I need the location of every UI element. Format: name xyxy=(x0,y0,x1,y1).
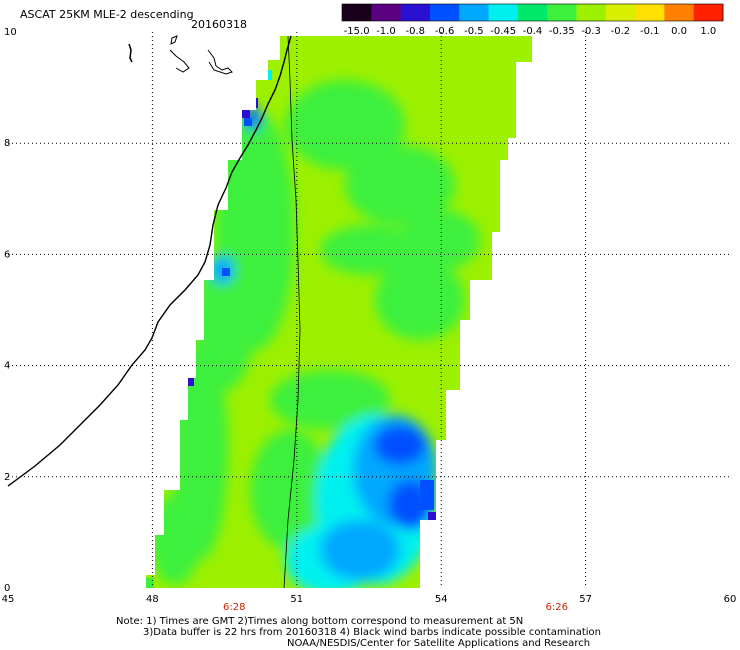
longitude-tick-label: 60 xyxy=(724,594,737,605)
colorbar-label: -0.1 xyxy=(640,26,660,37)
field-cell xyxy=(266,70,272,80)
coastline xyxy=(7,35,301,589)
island-north xyxy=(170,35,178,45)
time-labels: 6:28 6:26 xyxy=(223,602,568,613)
colorbar-frame xyxy=(341,3,724,22)
field-cell xyxy=(186,378,194,386)
colorbar-label: -0.45 xyxy=(490,26,516,37)
field-patch xyxy=(345,145,455,225)
colorbar-label: 1.0 xyxy=(700,26,716,37)
colorbar-segment xyxy=(664,4,695,21)
colorbar-label: -0.4 xyxy=(523,26,543,37)
field-cell xyxy=(428,512,436,524)
field-patch xyxy=(250,430,330,550)
field-cell xyxy=(420,480,434,510)
longitude-tick-label: 54 xyxy=(435,594,448,605)
footnote-line-1: Note: 1) Times are GMT 2)Times along bot… xyxy=(116,616,524,627)
colorbar-label: -15.0 xyxy=(344,26,370,37)
colorbar-segment xyxy=(400,4,431,21)
longitude-tick-label: 57 xyxy=(579,594,592,605)
latitude-tick-label: 10 xyxy=(4,27,17,38)
colorbar-segment xyxy=(605,4,636,21)
colorbar-label: 0.0 xyxy=(671,26,687,37)
longitude-tick-label: 48 xyxy=(146,594,159,605)
lat-lon-grid xyxy=(8,32,730,588)
island-west xyxy=(128,43,133,63)
product-date: 20160318 xyxy=(191,18,247,31)
time-label: 6:28 xyxy=(223,602,245,613)
colorbar-segment xyxy=(459,4,490,21)
field-patch xyxy=(150,495,200,585)
field-cell xyxy=(244,118,252,126)
colorbar-segment xyxy=(547,4,577,21)
latitude-tick-label: 6 xyxy=(4,249,10,260)
field-patch xyxy=(270,370,390,430)
colorbar-segment xyxy=(371,4,402,21)
field-patch xyxy=(374,425,426,465)
field-patch xyxy=(320,520,400,580)
colorbar-segment xyxy=(576,4,607,21)
colorbar-segment xyxy=(693,4,724,21)
colorbar-label: -0.6 xyxy=(435,26,455,37)
field-patch xyxy=(320,225,420,275)
latitude-tick-label: 2 xyxy=(4,472,10,483)
colorbar-segment xyxy=(342,4,372,21)
longitude-tick-label: 45 xyxy=(2,594,15,605)
field-patch xyxy=(375,260,465,340)
product-title: ASCAT 25KM MLE-2 descending xyxy=(20,8,194,21)
colorbar: -15.0 -1.0 -0.8 -0.6 -0.5 -0.45 -0.4 -0.35 -0.3-… xyxy=(341,3,724,37)
field-cell xyxy=(146,578,154,588)
time-label: 6:26 xyxy=(545,602,567,613)
footnote-line-2: 3)Data buffer is 22 hrs from 20160318 4)… xyxy=(143,627,601,638)
field-cell xyxy=(222,268,230,276)
colorbar-segment xyxy=(635,4,665,21)
colorbar-segment xyxy=(517,4,548,21)
colorbar-label: -1.0 xyxy=(376,26,396,37)
colorbar-label: -0.3 xyxy=(581,26,601,37)
colorbar-label: -0.8 xyxy=(406,26,426,37)
colorbar-segment xyxy=(488,4,519,21)
island-central xyxy=(169,49,190,73)
field-cell xyxy=(242,110,250,118)
colorbar-label: -0.5 xyxy=(464,26,484,37)
latitude-tick-label: 4 xyxy=(4,361,10,372)
wind-swath xyxy=(146,36,532,588)
longitude-tick-labels: 45 48 51 54 57 60 xyxy=(2,594,737,605)
longitude-tick-label: 51 xyxy=(290,594,303,605)
swath-boundary-line xyxy=(283,35,301,589)
field-patch xyxy=(285,80,405,170)
footnote-credit: NOAA/NESDIS/Center for Satellite Applica… xyxy=(287,638,591,649)
island-east xyxy=(207,49,233,75)
latitude-tick-label: 0 xyxy=(4,583,10,594)
latitude-tick-label: 8 xyxy=(4,138,10,149)
colorbar-segment xyxy=(429,4,460,21)
field-patch xyxy=(400,210,480,270)
field-cell xyxy=(250,98,258,108)
colorbar-label: -0.35 xyxy=(549,26,575,37)
colorbar-label: -0.2 xyxy=(611,26,631,37)
latitude-tick-labels: 0 2 4 6 8 10 xyxy=(4,27,17,594)
mainland-coast xyxy=(7,35,292,487)
